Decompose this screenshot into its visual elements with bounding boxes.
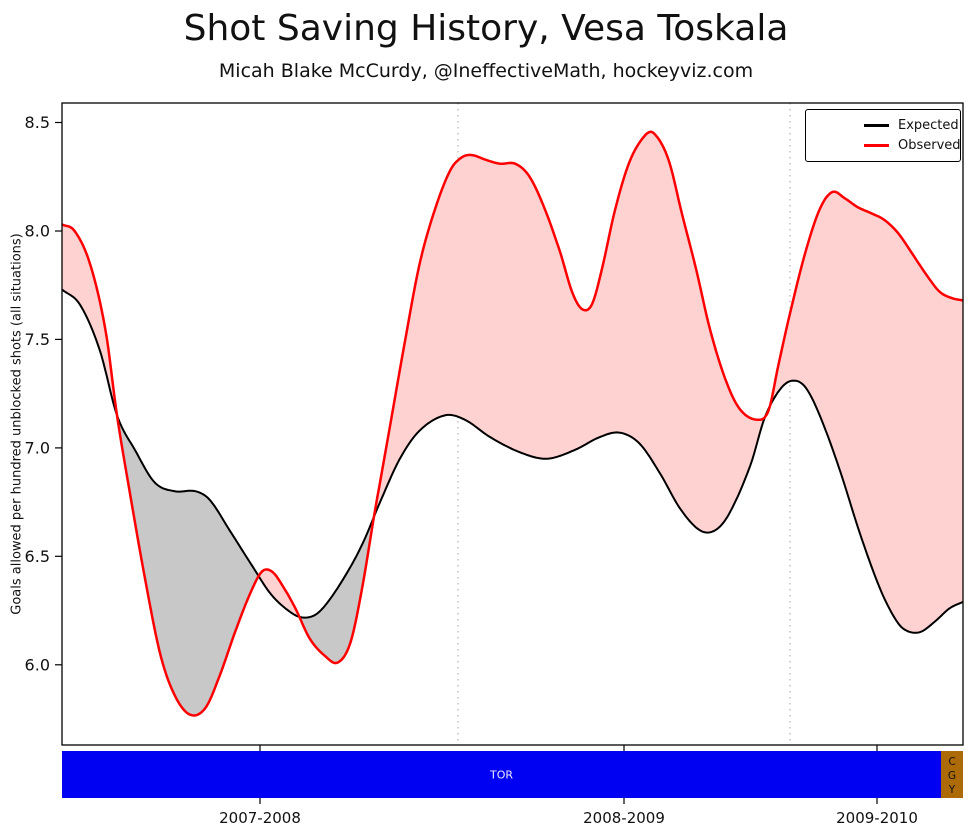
series-line-expected (61, 288, 964, 634)
y-tick-label: 7.5 (25, 330, 50, 349)
series-line-observed (61, 130, 964, 717)
legend-label-expected: Expected (898, 118, 959, 133)
band-observed-above-expected (770, 191, 963, 633)
expected-line-swatch (864, 124, 889, 127)
chart-subtitle: Micah Blake McCurdy, @IneffectiveMath, h… (218, 60, 754, 82)
x-tick-label: 2009-2010 (836, 809, 918, 827)
x-tick-label: 2008-2009 (583, 809, 665, 827)
y-tick-label: 6.5 (25, 547, 50, 566)
band-observed-above-expected (62, 224, 117, 416)
team-bar-tor (62, 751, 941, 798)
chart-title: Shot Saving History, Vesa Toskala (183, 8, 789, 49)
band-expected-above-observed (117, 415, 259, 716)
observed-line-swatch (864, 144, 889, 147)
y-tick-label: 7.0 (25, 438, 50, 457)
team-bar-cgy (941, 751, 963, 798)
y-tick-label: 6.0 (25, 655, 50, 674)
legend-item-observed: Observed (864, 138, 961, 153)
legend: Expected Observed (805, 109, 961, 162)
legend-label-observed: Observed (898, 138, 961, 153)
legend-item-expected: Expected (864, 119, 960, 132)
x-tick-label: 2007-2008 (219, 809, 301, 827)
y-tick-label: 8.5 (25, 113, 50, 132)
y-tick-label: 8.0 (25, 222, 50, 241)
plot-frame (61, 102, 964, 746)
team-bar-label-tor: TOR (489, 769, 513, 782)
band-observed-above-expected (258, 569, 300, 617)
band-observed-above-expected (374, 131, 765, 533)
